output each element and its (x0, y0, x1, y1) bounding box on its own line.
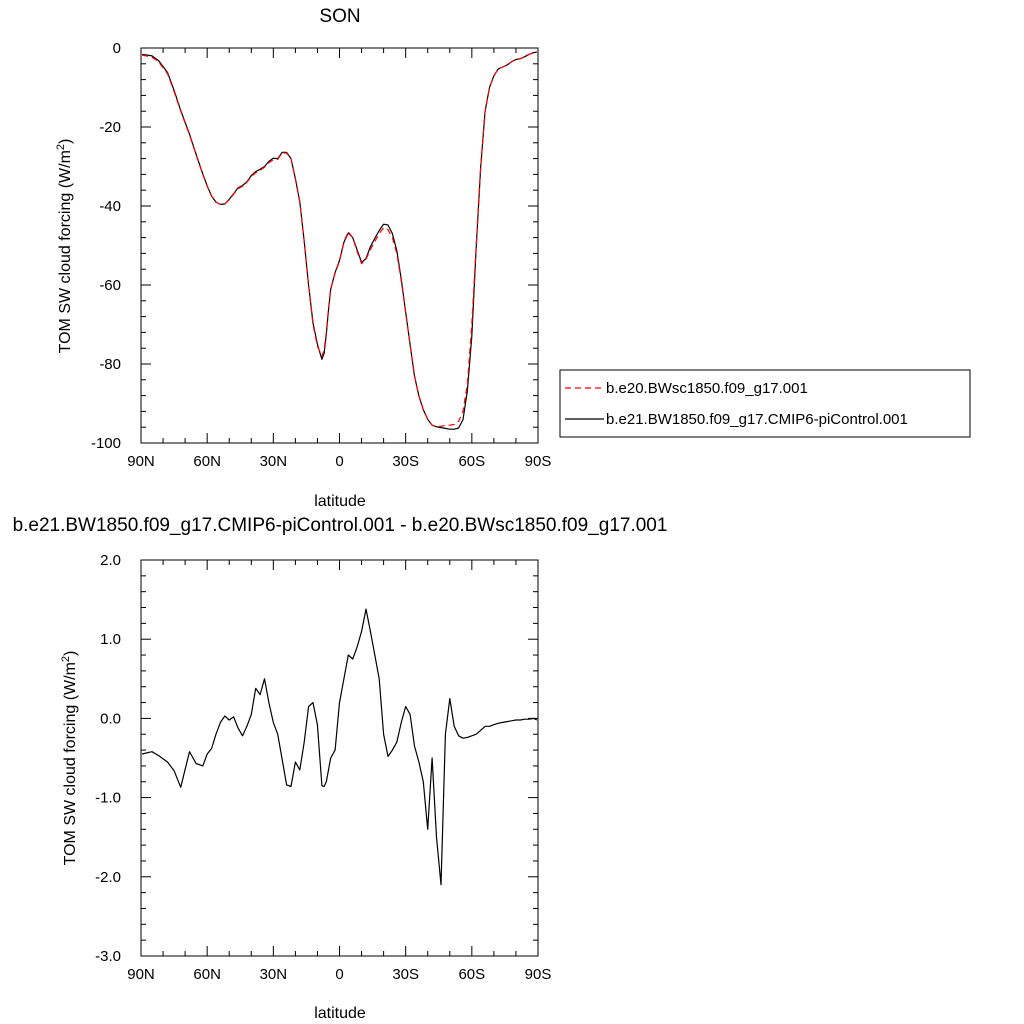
bottom-x-tick-label: 30N (260, 966, 288, 983)
top-y-tick-label: -40 (99, 198, 121, 215)
top-chart-title: SON (319, 6, 360, 27)
top-x-tick-label: 0 (335, 453, 343, 470)
top-x-tick-label: 90N (127, 453, 155, 470)
top-x-tick-label: 30S (392, 453, 419, 470)
top-series-line-1 (141, 51, 538, 427)
top-series-line-0 (142, 51, 538, 430)
top-x-tick-label: 60S (458, 453, 485, 470)
top-y-axis-label: TOM SW cloud forcing (W/m2) (55, 139, 74, 354)
top-y-tick-label: 0 (113, 40, 121, 57)
bottom-x-tick-label: 90N (127, 966, 155, 983)
top-plot-frame (140, 47, 539, 444)
bottom-y-tick-label: -3.0 (95, 948, 121, 965)
bottom-x-tick-label: 0 (335, 966, 343, 983)
top-x-axis-label: latitude (314, 493, 366, 510)
legend: b.e20.BWsc1850.f09_g17.001 b.e21.BW1850.… (559, 369, 971, 438)
mean-profile-panel: SON 90N 60N 30N 0 30S 60S 90S 0 -20 -40 -60 -80 -100… (55, 6, 551, 510)
bottom-x-tick-label: 90S (525, 966, 552, 983)
bottom-y-tick-label: 1.0 (100, 631, 121, 648)
bottom-y-tick-label: -2.0 (95, 869, 121, 886)
bottom-y-tick-label: -1.0 (95, 790, 121, 807)
top-y-tick-label: -20 (99, 119, 121, 136)
top-y-tick-label: -100 (91, 435, 121, 452)
bottom-chart-title: b.e21.BW1850.f09_g17.CMIP6-piControl.001… (13, 515, 668, 536)
bottom-x-tick-label: 60N (193, 966, 221, 983)
bottom-x-tick-label: 60S (458, 966, 485, 983)
bottom-x-axis-label: latitude (314, 1005, 366, 1022)
top-x-tick-label: 60N (193, 453, 221, 470)
difference-panel: b.e21.BW1850.f09_g17.CMIP6-piControl.001… (13, 515, 668, 1022)
bottom-y-tick-label: 2.0 (100, 552, 121, 569)
legend-entry-cmip6: b.e21.BW1850.f09_g17.CMIP6-piControl.001 (606, 411, 908, 428)
top-y-tick-label: -60 (99, 277, 121, 294)
bottom-plot-frame (140, 559, 539, 957)
top-x-tick-label: 30N (260, 453, 288, 470)
top-y-tick-label: -80 (99, 356, 121, 373)
bottom-y-axis-label: TOM SW cloud forcing (W/m2) (60, 651, 79, 866)
bottom-y-tick-label: 0.0 (100, 710, 121, 727)
bottom-series-line-0 (141, 608, 538, 886)
legend-entry-control: b.e20.BWsc1850.f09_g17.001 (606, 380, 808, 397)
bottom-x-tick-label: 30S (392, 966, 419, 983)
top-x-tick-label: 90S (525, 453, 552, 470)
legend-box (559, 369, 971, 438)
